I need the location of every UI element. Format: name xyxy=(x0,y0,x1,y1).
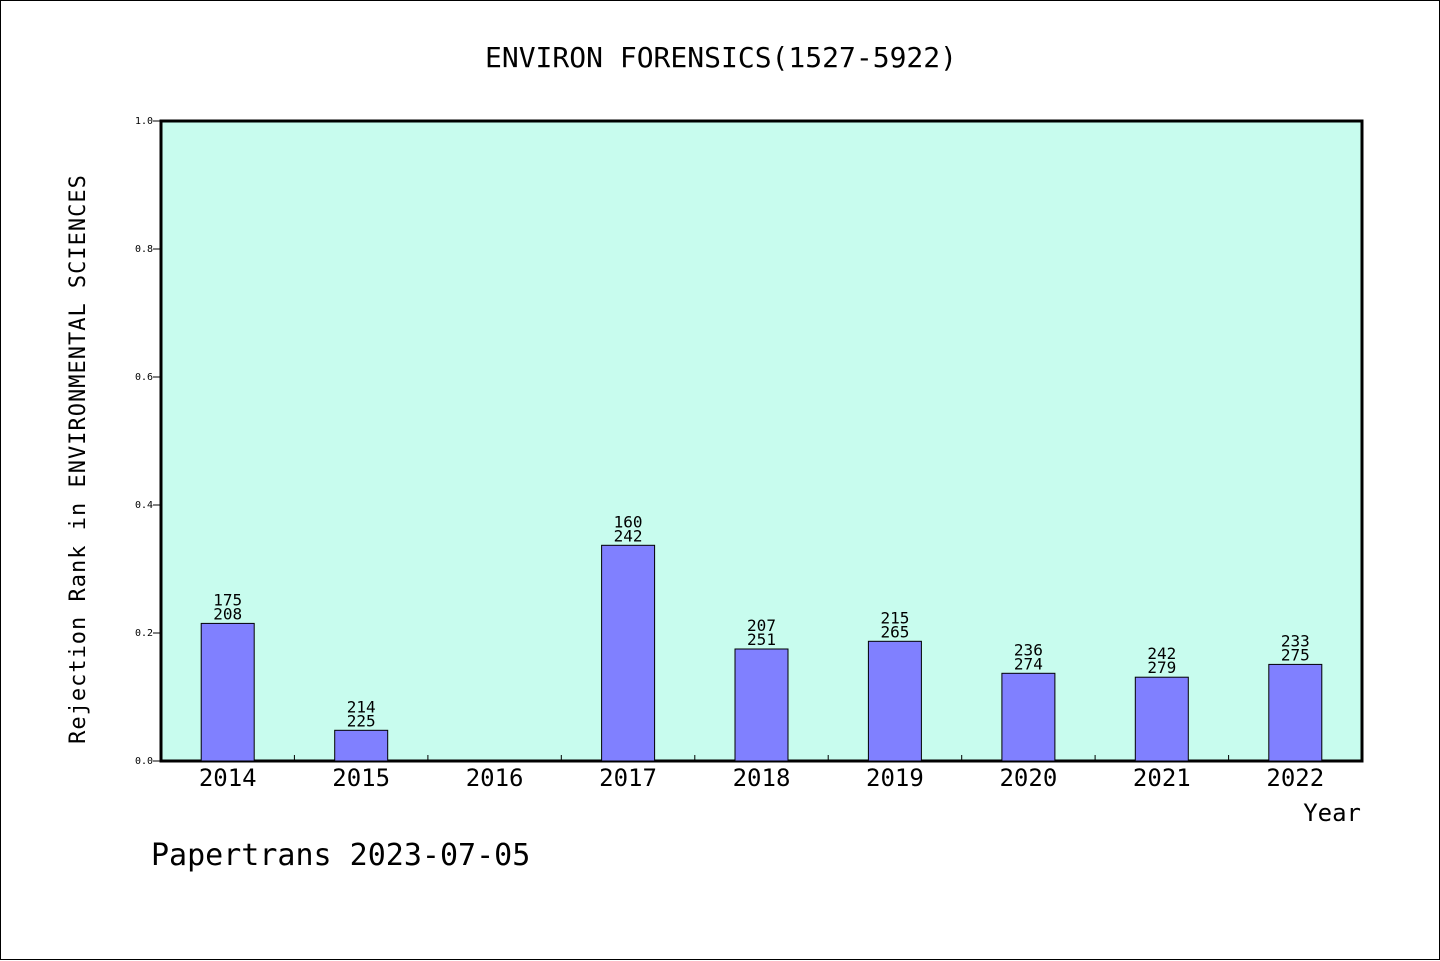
data-label-top-2022: 233 xyxy=(1281,631,1310,650)
ticks-group: 2014 2015 2016 2017 2018 2019 2020 2021 2022 0.0 0… xyxy=(135,116,1324,792)
bar-2019 xyxy=(867,640,922,762)
footer-text: Papertrans 2023-07-05 xyxy=(151,838,530,873)
x-tick-label-2017: 2017 xyxy=(599,764,657,792)
x-tick-label-2021: 2021 xyxy=(1133,764,1191,792)
bar-2018 xyxy=(734,648,789,762)
data-label-bottom-2020: 274 xyxy=(1014,654,1043,673)
y-tick-label-0.6: 0.6 xyxy=(135,372,153,383)
data-label-top-2017: 160 xyxy=(614,512,643,531)
data-label-top-2021: 242 xyxy=(1147,644,1176,663)
x-tick-label-2014: 2014 xyxy=(199,764,257,792)
data-label-bottom-2018: 251 xyxy=(747,630,776,649)
bar-2021 xyxy=(1134,676,1189,762)
bar-2014 xyxy=(200,622,255,762)
data-label-top-2015: 214 xyxy=(347,697,376,716)
bars-group: 1752082142251602422072512152652362742422… xyxy=(200,512,1323,762)
y-axis-label: Rejection Rank in ENVIRONMENTAL SCIENCES xyxy=(66,174,91,744)
x-tick-label-2020: 2020 xyxy=(999,764,1057,792)
data-label-bottom-2014: 208 xyxy=(213,604,242,623)
bar-2022 xyxy=(1268,663,1323,762)
y-tick-label-0.8: 0.8 xyxy=(135,244,153,255)
x-tick-label-2016: 2016 xyxy=(466,764,524,792)
data-label-bottom-2017: 242 xyxy=(614,526,643,545)
x-tick-label-2015: 2015 xyxy=(332,764,390,792)
x-axis-label: Year xyxy=(1303,799,1361,827)
data-label-top-2018: 207 xyxy=(747,616,776,635)
bar-2015 xyxy=(334,729,389,762)
data-label-bottom-2019: 265 xyxy=(880,622,909,641)
data-label-bottom-2015: 225 xyxy=(347,711,376,730)
data-label-bottom-2021: 279 xyxy=(1147,658,1176,677)
y-tick-label-0.4: 0.4 xyxy=(135,500,153,511)
y-tick-label-0.2: 0.2 xyxy=(135,628,153,639)
data-label-bottom-2022: 275 xyxy=(1281,645,1310,664)
bar-2020 xyxy=(1001,672,1056,762)
x-tick-label-2019: 2019 xyxy=(866,764,924,792)
y-tick-label-0.0: 0.0 xyxy=(135,756,153,767)
x-tick-label-2022: 2022 xyxy=(1266,764,1324,792)
data-label-top-2019: 215 xyxy=(880,608,909,627)
data-label-top-2020: 236 xyxy=(1014,640,1043,659)
chart-title: ENVIRON FORENSICS(1527-5922) xyxy=(485,41,957,74)
data-label-top-2014: 175 xyxy=(213,590,242,609)
y-tick-label-1.0: 1.0 xyxy=(135,116,153,127)
x-tick-label-2018: 2018 xyxy=(733,764,791,792)
bar-2017 xyxy=(601,544,656,762)
